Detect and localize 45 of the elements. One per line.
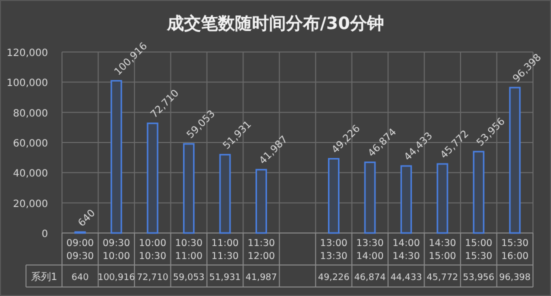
data-label: 46,874 bbox=[354, 273, 386, 283]
text: 640 bbox=[76, 208, 98, 230]
x-tick-label: 10:30 11:00 bbox=[175, 238, 203, 262]
y-tick-label: 100,000 bbox=[6, 78, 48, 90]
bar bbox=[400, 165, 412, 234]
x-tick-label: 11:30 12:00 bbox=[248, 238, 275, 262]
y-tick-label: 20,000 bbox=[13, 198, 48, 210]
bar bbox=[472, 150, 484, 234]
bar bbox=[509, 86, 521, 234]
data-label: 640 bbox=[72, 273, 89, 283]
data-label: 41,987 bbox=[246, 273, 278, 283]
data-label: 72,710 bbox=[136, 273, 169, 283]
bar bbox=[364, 162, 376, 234]
text: 系列1 bbox=[30, 271, 58, 283]
x-tick-label: 14:30 15:00 bbox=[428, 238, 456, 262]
bar bbox=[436, 163, 448, 234]
data-label: 100,916 bbox=[98, 273, 136, 283]
y-tick-label: 80,000 bbox=[13, 108, 48, 120]
bar bbox=[219, 154, 231, 234]
chart-title: 成交笔数随时间分布/30分钟 bbox=[166, 14, 384, 34]
bar bbox=[183, 143, 195, 234]
x-tick-label: 09:00 09:30 bbox=[66, 238, 94, 262]
x-tick-label: 13:00 13:30 bbox=[320, 238, 348, 262]
data-label: 45,772 bbox=[426, 273, 458, 283]
bar bbox=[146, 122, 158, 234]
bar bbox=[256, 168, 268, 234]
bar bbox=[328, 158, 340, 234]
y-tick-label: 120,000 bbox=[6, 48, 48, 59]
x-tick-label: 15:00 15:30 bbox=[464, 238, 492, 262]
x-tick-label: 13:30 14:00 bbox=[356, 238, 384, 262]
bar bbox=[110, 80, 122, 234]
x-tick-label: 09:30 10:00 bbox=[102, 238, 130, 262]
data-label: 53,956 bbox=[462, 273, 495, 283]
x-tick-label: 11:00 11:30 bbox=[211, 238, 239, 262]
data-label: 44,433 bbox=[390, 273, 422, 283]
data-label: 51,931 bbox=[209, 273, 241, 283]
y-tick-label: 60,000 bbox=[13, 138, 48, 150]
y-tick-label: 40,000 bbox=[13, 168, 48, 180]
data-label: 49,226 bbox=[318, 273, 350, 283]
y-tick-label: 0 bbox=[42, 229, 48, 240]
x-tick-label: 14:00 14:30 bbox=[392, 238, 420, 262]
data-label: 96,398 bbox=[499, 273, 531, 283]
x-tick-label: 10:00 10:30 bbox=[138, 238, 166, 262]
x-tick-label: 15:30 16:00 bbox=[501, 238, 529, 262]
data-label: 59,053 bbox=[173, 273, 205, 283]
